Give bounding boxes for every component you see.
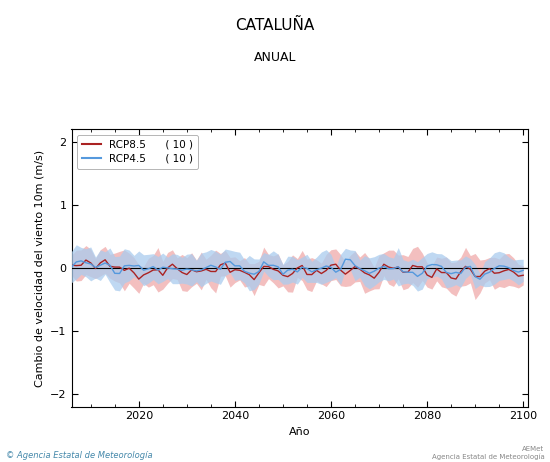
X-axis label: Año: Año: [289, 427, 311, 437]
Text: AEMet
Agencia Estatal de Meteorología: AEMet Agencia Estatal de Meteorología: [432, 446, 544, 460]
Y-axis label: Cambio de velocidad del viento 10m (m/s): Cambio de velocidad del viento 10m (m/s): [35, 149, 45, 387]
Legend: RCP8.5      ( 10 ), RCP4.5      ( 10 ): RCP8.5 ( 10 ), RCP4.5 ( 10 ): [76, 134, 198, 169]
Text: © Agencia Estatal de Meteorología: © Agencia Estatal de Meteorología: [6, 451, 152, 460]
Text: CATALUÑA: CATALUÑA: [235, 18, 315, 34]
Text: ANUAL: ANUAL: [254, 51, 296, 64]
